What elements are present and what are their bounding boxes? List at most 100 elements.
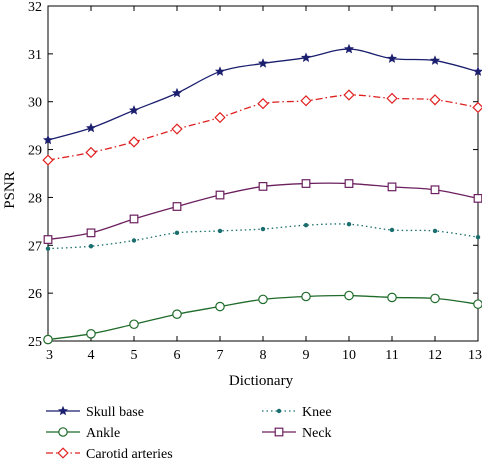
x-axis-label: Dictionary — [229, 373, 294, 389]
data-point — [58, 427, 68, 437]
data-point — [172, 309, 182, 319]
y-tick-label: 31 — [28, 48, 42, 63]
data-point — [387, 292, 397, 303]
data-point — [86, 228, 96, 238]
data-point — [42, 134, 54, 145]
data-point — [171, 87, 183, 98]
series-knee — [45, 222, 481, 251]
x-tick-label: 13 — [468, 348, 482, 363]
data-point — [214, 66, 226, 76]
x-axis: 3 4 5 6 7 8 9 10 11 12 13 — [46, 6, 482, 363]
data-point — [301, 179, 311, 188]
data-point — [430, 185, 440, 195]
series-neck — [43, 179, 482, 244]
legend-label: Ankle — [86, 426, 120, 441]
data-point — [128, 105, 140, 115]
data-point — [129, 214, 139, 224]
legend-label: Neck — [302, 426, 332, 441]
x-tick-label: 3 — [46, 348, 53, 363]
x-tick-label: 4 — [88, 348, 95, 363]
x-tick-label: 7 — [217, 348, 224, 363]
y-tick-label: 30 — [28, 96, 42, 111]
series-skull-base — [42, 43, 482, 145]
y-tick-label: 25 — [28, 335, 42, 350]
data-point — [472, 101, 482, 114]
data-point — [343, 43, 355, 54]
x-tick-label: 9 — [303, 348, 310, 363]
legend-label: Knee — [302, 405, 332, 420]
data-point — [214, 111, 226, 124]
x-tick-label: 5 — [131, 348, 138, 363]
data-point — [344, 290, 354, 301]
data-point — [43, 235, 53, 244]
data-point — [215, 190, 225, 200]
plot-border — [47, 5, 479, 342]
data-point — [346, 222, 352, 227]
y-tick-label: 28 — [28, 191, 42, 206]
data-point — [57, 405, 69, 416]
data-point — [85, 122, 97, 133]
data-point — [86, 329, 96, 339]
data-point — [475, 234, 481, 240]
data-point — [387, 182, 397, 192]
series-carotid-arteries — [42, 89, 482, 166]
series-ankle — [43, 290, 482, 345]
legend-item: Ankle — [46, 426, 120, 441]
x-tick-label: 10 — [342, 348, 356, 363]
y-tick-label: 29 — [28, 144, 42, 159]
data-point — [386, 92, 398, 105]
data-point — [43, 334, 53, 345]
data-point — [128, 136, 140, 148]
data-point — [300, 95, 312, 107]
data-point — [386, 53, 398, 63]
data-point — [276, 408, 282, 414]
legend-label: Skull base — [86, 405, 144, 420]
legend-item: Skull base — [46, 405, 144, 420]
data-point — [131, 238, 137, 243]
data-point — [42, 154, 54, 166]
data-point — [171, 123, 183, 135]
data-point — [432, 228, 438, 234]
data-point — [172, 202, 182, 211]
series-layer — [42, 43, 482, 345]
data-point — [473, 193, 482, 203]
legend-item: Carotid arteries — [46, 447, 173, 460]
data-point — [472, 66, 482, 76]
data-point — [258, 182, 268, 191]
y-tick-label: 26 — [28, 287, 42, 302]
data-point — [215, 301, 225, 312]
legend-label: Carotid arteries — [86, 447, 173, 460]
x-tick-label: 12 — [428, 348, 442, 363]
data-point — [473, 299, 482, 309]
data-point — [217, 228, 223, 234]
data-point — [257, 58, 269, 68]
x-tick-label: 11 — [385, 348, 398, 363]
legend: Skull base Ankle Carotid arteries Knee Neck — [46, 405, 332, 460]
data-point — [343, 89, 355, 101]
legend-item: Knee — [262, 405, 332, 420]
data-point — [300, 52, 312, 62]
data-point — [303, 222, 309, 228]
y-axis-label: PSNR — [2, 171, 18, 209]
data-point — [57, 447, 69, 459]
data-point — [257, 97, 269, 110]
data-point — [129, 319, 139, 330]
data-point — [88, 244, 94, 249]
x-tick-label: 8 — [260, 348, 267, 363]
legend-item: Neck — [262, 426, 332, 441]
data-point — [174, 230, 180, 236]
data-point — [258, 294, 268, 305]
data-point — [274, 427, 284, 437]
data-point — [260, 226, 266, 232]
plot-frame — [47, 5, 479, 342]
x-tick-label: 6 — [174, 348, 181, 363]
data-point — [429, 94, 441, 106]
data-point — [430, 293, 440, 304]
data-point — [429, 55, 441, 65]
data-point — [344, 179, 354, 188]
data-point — [85, 146, 97, 159]
data-point — [301, 291, 311, 302]
data-point — [389, 227, 395, 233]
data-point — [45, 246, 51, 251]
